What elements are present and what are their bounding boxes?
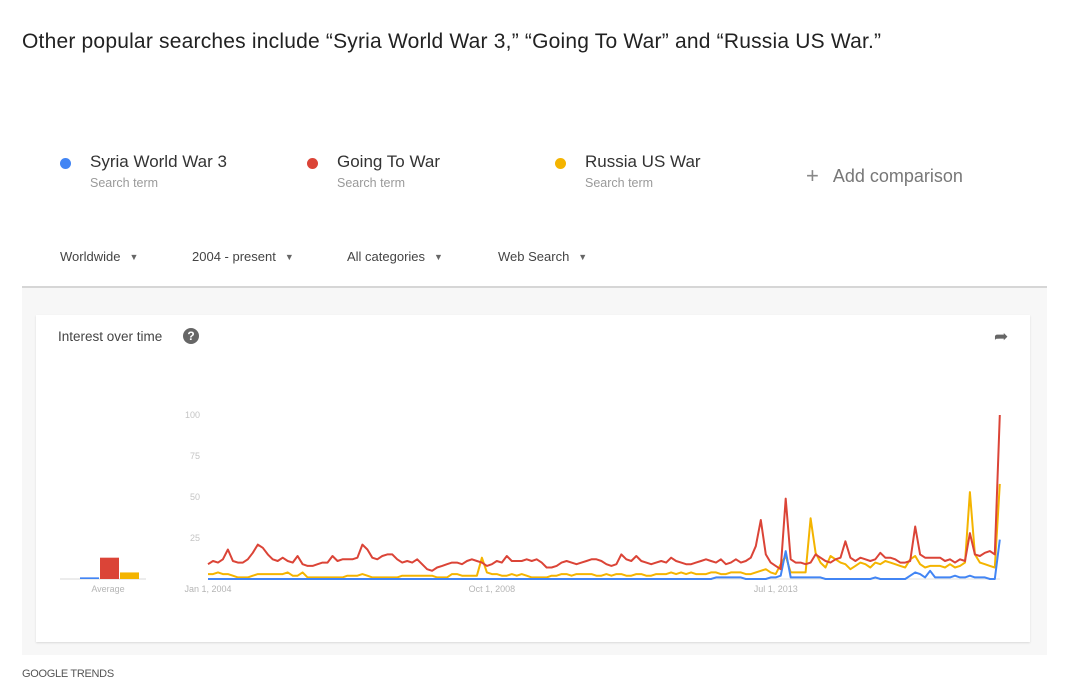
x-tick-label: Jul 1, 2013: [754, 584, 798, 594]
average-bar: [100, 557, 119, 579]
filter-search-type[interactable]: Web Search ▼: [498, 249, 587, 264]
filter-label: All categories: [347, 249, 426, 264]
average-bar: [80, 577, 99, 579]
term-name: Russia US War: [585, 152, 701, 171]
question-circle-icon[interactable]: ?: [183, 328, 199, 344]
x-tick-label: Jan 1, 2004: [184, 584, 231, 594]
blue-dot-icon: [60, 158, 71, 169]
add-comparison-button[interactable]: + Add comparison: [806, 163, 963, 189]
filter-region[interactable]: Worldwide ▼: [60, 249, 138, 264]
term-subtitle: Search term: [90, 176, 159, 190]
y-tick-label: 75: [190, 451, 200, 461]
filter-label: 2004 - present: [192, 249, 276, 264]
average-label: Average: [91, 584, 124, 594]
caret-down-icon: ▼: [578, 252, 588, 262]
yellow-dot-icon: [555, 158, 566, 169]
filter-category[interactable]: All categories ▼: [347, 249, 443, 264]
red-dot-icon: [307, 158, 318, 169]
y-tick-label: 50: [190, 492, 200, 502]
caret-down-icon: ▼: [284, 252, 294, 262]
source-credit: GOOGLE TRENDS: [22, 668, 114, 680]
divider: [22, 286, 1047, 288]
y-tick-label: 25: [190, 533, 200, 543]
caret-down-icon: ▼: [129, 252, 139, 262]
filter-time-range[interactable]: 2004 - present ▼: [192, 249, 294, 264]
caret-down-icon: ▼: [434, 252, 443, 262]
series-line-going-to-war: [207, 414, 1001, 572]
term-subtitle: Search term: [585, 176, 654, 190]
filter-label: Web Search: [498, 249, 570, 264]
term-name: Going To War: [337, 152, 440, 171]
article-caption: Other popular searches include “Syria Wo…: [22, 30, 882, 53]
share-arrow-icon[interactable]: ➦: [994, 327, 1009, 346]
y-tick-label: 100: [185, 410, 200, 420]
add-comparison-label: Add comparison: [832, 166, 963, 186]
term-subtitle: Search term: [337, 176, 406, 190]
filter-label: Worldwide: [60, 249, 121, 264]
term-name: Syria World War 3: [90, 152, 227, 171]
series-line-syria-world-war-3: [208, 539, 1001, 580]
plus-icon: +: [806, 163, 819, 188]
average-bar: [120, 572, 139, 579]
series-line-russia-us-war: [208, 483, 1001, 579]
x-tick-label: Oct 1, 2008: [469, 584, 516, 594]
card-title: Interest over time: [58, 329, 163, 344]
interest-chart: 25 50 75 100 Jan 1, 2004 Oct 1, 2008 Jul 1, 20…: [60, 410, 1001, 594]
interest-over-time-card: Interest over time ? ➦ 25 50 75 100 Jan 1, 2…: [36, 315, 1030, 642]
